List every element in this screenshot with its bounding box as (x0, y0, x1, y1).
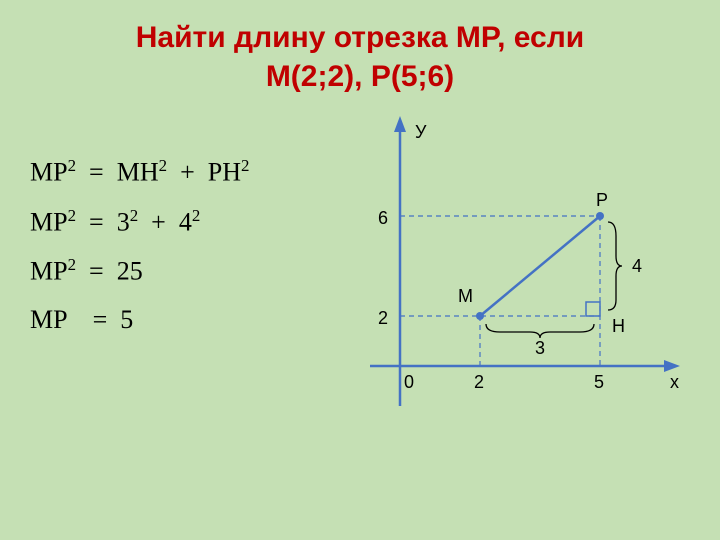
coordinate-diagram: У х 0 6 2 2 5 M P H 3 4 (360, 106, 700, 426)
x-axis-arrow (664, 360, 680, 372)
eq1-lhs: MP (30, 158, 68, 187)
eq4-rhs: 5 (120, 305, 133, 334)
brace-right (608, 222, 622, 310)
eq2-t1-sup: 2 (130, 206, 138, 225)
content-area: MP2 = MH2 + PH2 MP2 = 32 + 42 MP2 = 25 M… (0, 96, 720, 536)
eq1-t2-sup: 2 (241, 156, 249, 175)
label-point-h: H (612, 316, 625, 336)
eq1-t1: MH (117, 158, 159, 187)
eq3-op: = (89, 257, 104, 286)
label-ytick-2: 2 (378, 308, 388, 328)
eq1-plus: + (180, 158, 195, 187)
label-xtick-2: 2 (474, 372, 484, 392)
label-xtick-5: 5 (594, 372, 604, 392)
label-y-axis: У (415, 122, 427, 142)
eq2-t2-sup: 2 (192, 206, 200, 225)
label-point-p: P (596, 190, 608, 210)
eq1-t2: PH (208, 158, 241, 187)
brace-bottom (486, 324, 594, 338)
eq2-plus: + (151, 207, 166, 236)
page-title: Найти длину отрезка MP, если М(2;2), Р(5… (0, 0, 720, 96)
segment-mp (480, 216, 600, 316)
eq3-rhs: 25 (117, 257, 143, 286)
eq4-op: = (93, 305, 108, 334)
y-axis-arrow (394, 116, 406, 132)
eq2-t1: 3 (117, 207, 130, 236)
point-m (476, 312, 484, 320)
eq1-lhs-sup: 2 (68, 156, 76, 175)
equation-list: MP2 = MH2 + PH2 MP2 = 32 + 42 MP2 = 25 M… (30, 156, 249, 353)
label-x-axis: х (670, 372, 679, 392)
eq1-t1-sup: 2 (159, 156, 167, 175)
label-point-m: M (458, 286, 473, 306)
label-ytick-6: 6 (378, 208, 388, 228)
eq2-lhs: MP (30, 207, 68, 236)
eq4-lhs: MP (30, 305, 67, 334)
eq1-op: = (89, 158, 104, 187)
equation-2: MP2 = 32 + 42 (30, 206, 249, 238)
eq2-lhs-sup: 2 (68, 206, 76, 225)
eq2-op: = (89, 207, 104, 236)
point-p (596, 212, 604, 220)
equation-4: MP = 5 (30, 305, 249, 335)
label-origin: 0 (404, 372, 414, 392)
label-leg-bottom: 3 (535, 338, 545, 358)
right-angle-marker (586, 302, 600, 316)
eq3-lhs: MP (30, 257, 68, 286)
label-leg-right: 4 (632, 256, 642, 276)
eq2-t2: 4 (179, 207, 192, 236)
equation-3: MP2 = 25 (30, 255, 249, 287)
title-line-1: Найти длину отрезка MP, если (0, 18, 720, 57)
title-line-2: М(2;2), Р(5;6) (0, 57, 720, 96)
eq3-lhs-sup: 2 (68, 255, 76, 274)
equation-1: MP2 = MH2 + PH2 (30, 156, 249, 188)
